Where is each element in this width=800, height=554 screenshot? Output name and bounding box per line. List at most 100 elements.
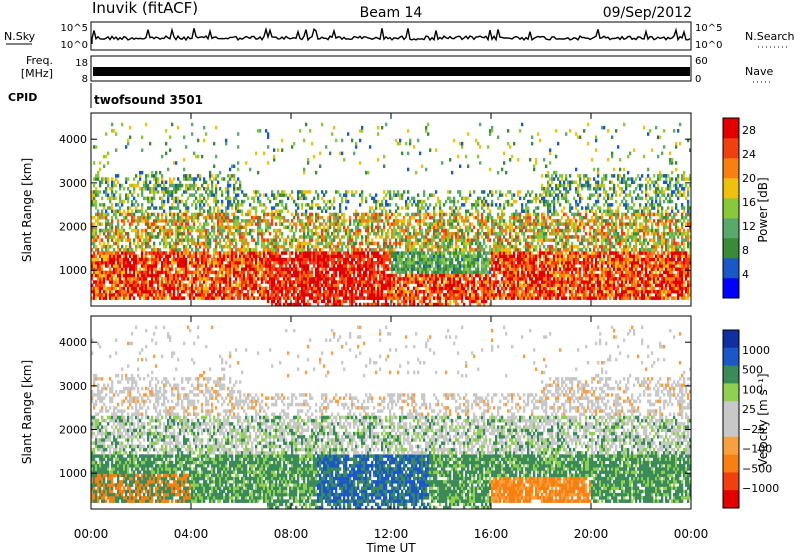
heatmap-cell [257, 273, 260, 278]
heatmap-cell [465, 248, 468, 252]
heatmap-cell [115, 132, 118, 136]
heatmap-cell [401, 299, 404, 304]
heatmap-cell [425, 238, 428, 242]
heatmap-cell [355, 261, 358, 265]
heatmap-cell [149, 270, 152, 275]
heatmap-cell [265, 261, 268, 265]
heatmap-cell [249, 264, 252, 268]
heatmap-cell [275, 257, 278, 262]
heatmap-cell [149, 196, 152, 201]
heatmap-cell [387, 296, 390, 300]
heatmap-cell [287, 261, 290, 265]
heatmap-cell [241, 267, 244, 271]
heatmap-cell [221, 296, 224, 300]
heatmap-cell [183, 267, 186, 271]
heatmap-cell [383, 270, 386, 275]
heatmap-cell [147, 212, 150, 217]
heatmap-cell [401, 193, 404, 197]
heatmap-cell [189, 289, 192, 294]
heatmap-cell [125, 254, 128, 259]
heatmap-cell [233, 286, 236, 291]
heatmap-cell [155, 296, 158, 300]
heatmap-cell [177, 283, 180, 288]
heatmap-cell [239, 283, 242, 288]
heatmap-cell [385, 296, 388, 300]
heatmap-cell [379, 283, 382, 288]
heatmap-cell [459, 289, 462, 294]
heatmap-cell [153, 267, 156, 271]
heatmap-cell [171, 280, 174, 284]
heatmap-cell [321, 232, 324, 236]
heatmap-cell [443, 232, 446, 236]
heatmap-cell [343, 215, 346, 220]
heatmap-cell [247, 267, 250, 271]
heatmap-cell [361, 196, 364, 201]
heatmap-cell [411, 267, 414, 271]
heatmap-cell [453, 280, 456, 284]
heatmap-cell [387, 302, 390, 307]
heatmap-cell [233, 232, 236, 236]
heatmap-cell [223, 296, 226, 300]
heatmap-cell [423, 254, 426, 259]
heatmap-cell [317, 267, 320, 271]
heatmap-cell [285, 283, 288, 288]
heatmap-cell [451, 286, 454, 291]
heatmap-cell [467, 241, 470, 246]
heatmap-cell [423, 280, 426, 284]
heatmap-cell [101, 215, 104, 220]
heatmap-cell [377, 267, 380, 271]
heatmap-cell [357, 257, 360, 262]
heatmap-cell [193, 289, 196, 294]
heatmap-cell [97, 193, 100, 197]
heatmap-cell [431, 225, 434, 230]
heatmap-cell [225, 215, 228, 220]
heatmap-cell [109, 270, 112, 275]
heatmap-cell [307, 277, 310, 281]
heatmap-cell [183, 254, 186, 259]
heatmap-cell [467, 238, 470, 242]
heatmap-cell [271, 219, 274, 223]
heatmap-cell [111, 228, 114, 233]
heatmap-cell [455, 225, 458, 230]
heatmap-cell [373, 270, 376, 275]
heatmap-cell [455, 302, 458, 307]
heatmap-cell [233, 254, 236, 259]
heatmap-cell [385, 232, 388, 236]
heatmap-cell [319, 254, 322, 259]
heatmap-cell [165, 267, 168, 271]
heatmap-cell [205, 219, 208, 223]
heatmap-cell [167, 190, 170, 194]
heatmap-cell [149, 206, 152, 210]
heatmap-cell [227, 238, 230, 242]
heatmap-cell [171, 251, 174, 255]
heatmap-cell [173, 219, 176, 223]
heatmap-cell [435, 257, 438, 262]
heatmap-cell [215, 215, 218, 220]
heatmap-cell [181, 296, 184, 300]
heatmap-cell [269, 273, 272, 278]
heatmap-cell [383, 222, 386, 226]
heatmap-cell [475, 270, 478, 275]
heatmap-cell [173, 257, 176, 262]
heatmap-cell [401, 151, 404, 156]
heatmap-cell [99, 212, 102, 217]
heatmap-cell [409, 222, 412, 226]
heatmap-cell [471, 299, 474, 304]
heatmap-cell [247, 232, 250, 236]
heatmap-cell [385, 293, 388, 297]
heatmap-cell [235, 238, 238, 242]
heatmap-cell [441, 277, 444, 281]
heatmap-cell [303, 225, 306, 230]
heatmap-cell [465, 219, 468, 223]
heatmap-cell [125, 280, 128, 284]
heatmap-cell [277, 280, 280, 284]
heatmap-cell [275, 215, 278, 220]
heatmap-cell [341, 267, 344, 271]
heatmap-cell [145, 267, 148, 271]
heatmap-cell [95, 228, 98, 233]
heatmap-cell [285, 277, 288, 281]
heatmap-cell [93, 257, 96, 262]
heatmap-cell [191, 225, 194, 230]
heatmap-cell [105, 235, 108, 239]
heatmap-cell [375, 280, 378, 284]
